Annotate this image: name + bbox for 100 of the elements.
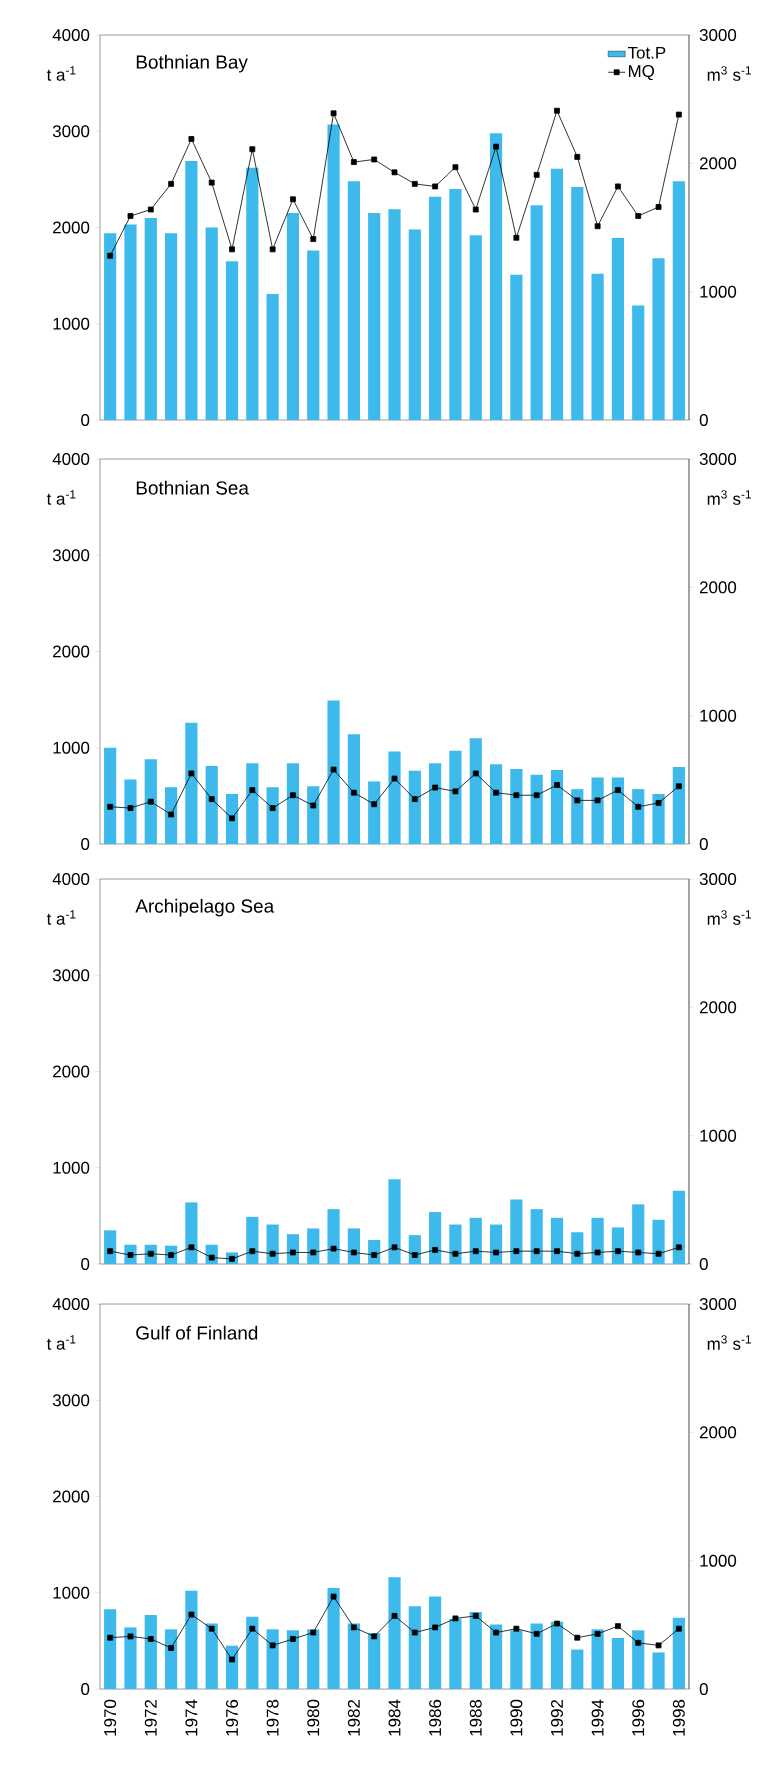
point xyxy=(411,180,418,187)
y-tick-label: 1000 xyxy=(53,1586,90,1599)
point xyxy=(188,136,195,142)
bar xyxy=(246,1616,259,1690)
point xyxy=(472,1612,479,1619)
point xyxy=(574,154,581,160)
point xyxy=(493,1629,499,1636)
point xyxy=(208,796,215,802)
bar xyxy=(266,787,279,845)
bar xyxy=(632,305,645,421)
y-tick-label: 3000 xyxy=(52,549,90,562)
y2-tick-label: 1000 xyxy=(700,709,737,722)
y-tick-label: 1000 xyxy=(53,1161,90,1174)
point xyxy=(635,803,642,810)
point xyxy=(310,802,317,809)
text: Bothnian Sea xyxy=(136,480,249,495)
bar xyxy=(327,124,340,421)
point xyxy=(615,183,621,190)
legend-label: MQ xyxy=(628,65,655,81)
text: Bothnian Bay xyxy=(136,54,248,73)
point xyxy=(391,169,398,176)
bar xyxy=(266,293,279,421)
x-tick-label: 1982 xyxy=(347,1699,360,1736)
bar xyxy=(489,1624,503,1690)
y-axis-title: t a$^{-1}$ xyxy=(46,66,76,81)
y-tick-label: 0 xyxy=(81,1258,90,1271)
point xyxy=(655,800,662,806)
bar xyxy=(327,700,340,845)
point xyxy=(107,803,114,810)
bar xyxy=(449,1224,462,1265)
point xyxy=(594,223,601,230)
bar xyxy=(489,764,503,845)
bar xyxy=(185,722,198,845)
point xyxy=(452,1615,459,1622)
bar xyxy=(571,1649,584,1690)
y-axis-title: t a$^{-1}$ xyxy=(46,490,76,505)
bar xyxy=(469,235,482,421)
point xyxy=(188,1611,195,1618)
y-tick-label: 2000 xyxy=(53,1065,90,1078)
point xyxy=(391,775,398,782)
y2-axis-title: m$^{3}$ s$^{-1}$ xyxy=(707,910,751,925)
bar xyxy=(164,233,178,421)
bar xyxy=(591,273,604,421)
point xyxy=(249,1625,256,1632)
bar xyxy=(144,1614,157,1690)
bar xyxy=(347,181,360,421)
x-tick-label: 1988 xyxy=(469,1699,482,1736)
bar xyxy=(652,1652,665,1690)
point xyxy=(432,183,439,190)
bar xyxy=(205,227,218,421)
point xyxy=(371,801,378,808)
bar xyxy=(286,213,300,421)
bar xyxy=(388,1179,401,1265)
point xyxy=(655,1642,662,1649)
bar xyxy=(368,213,381,421)
legend-label: Tot.P xyxy=(627,46,666,59)
bar xyxy=(266,1629,279,1690)
bar xyxy=(307,250,320,421)
y2-tick-label: 0 xyxy=(699,414,708,427)
y-axis-title: t a$^{-1}$ xyxy=(46,1335,76,1350)
bar xyxy=(286,763,300,845)
point xyxy=(675,1625,682,1632)
bar xyxy=(246,1216,259,1265)
point xyxy=(371,1633,378,1640)
bar xyxy=(550,1217,564,1265)
point xyxy=(635,213,642,219)
bar xyxy=(205,766,218,845)
point xyxy=(107,252,114,259)
bar xyxy=(510,1199,523,1265)
point xyxy=(249,146,256,153)
point xyxy=(249,787,256,793)
bar xyxy=(550,168,564,421)
point xyxy=(147,1636,154,1642)
point xyxy=(452,164,459,171)
bar xyxy=(530,1209,543,1265)
bar xyxy=(144,217,157,421)
bar xyxy=(469,1217,482,1265)
text: Archipelago Sea xyxy=(135,898,275,917)
x-tick-label: 1978 xyxy=(266,1699,279,1736)
bar xyxy=(104,1609,117,1690)
point xyxy=(147,798,154,805)
point xyxy=(574,797,581,804)
bar xyxy=(429,1212,442,1265)
bar xyxy=(104,747,117,845)
point xyxy=(127,1633,134,1640)
point xyxy=(330,1593,337,1600)
bar xyxy=(632,1630,645,1690)
y2-tick-label: 2000 xyxy=(699,157,737,170)
point xyxy=(533,792,540,799)
point xyxy=(554,107,560,114)
point xyxy=(290,196,296,203)
bar xyxy=(591,1217,604,1265)
x-tick-label: 1976 xyxy=(226,1699,239,1736)
y2-tick-label: 3000 xyxy=(699,873,737,886)
bar xyxy=(286,1630,300,1690)
bar xyxy=(510,768,523,845)
point xyxy=(675,783,682,790)
bar xyxy=(327,1587,340,1690)
y2-tick-label: 0 xyxy=(699,1683,708,1696)
bar xyxy=(591,777,604,845)
